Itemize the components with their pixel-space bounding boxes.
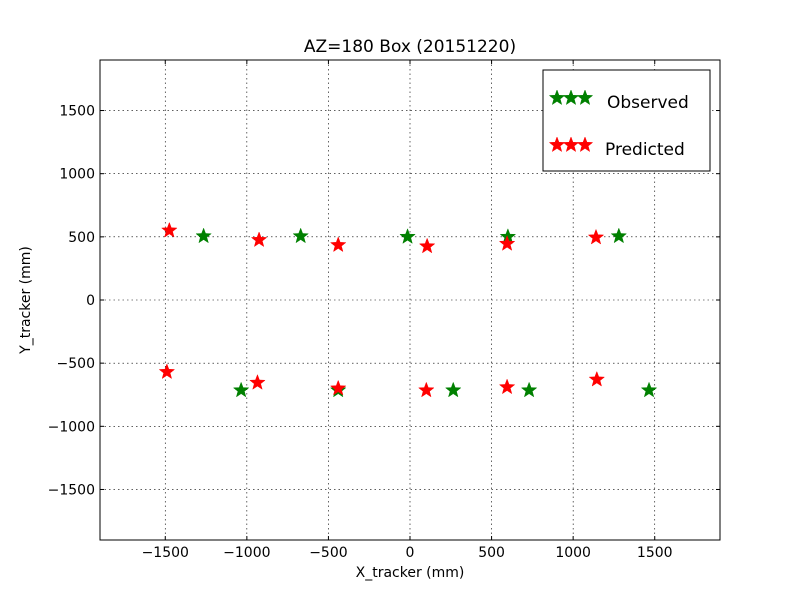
axis-ticks: −1500 −1000 −500 0 500 1000 1500 −1500 −1000 −500… — [48, 60, 720, 561]
legend-observed-marker — [576, 89, 594, 106]
y-axis-label: Y_tracker (mm) — [18, 246, 34, 355]
grid — [100, 60, 720, 540]
predicted-point — [498, 378, 516, 395]
x-tick-label: −500 — [309, 545, 347, 561]
predicted-point — [249, 374, 266, 390]
observed-point — [610, 227, 628, 244]
x-tick-label: 500 — [478, 545, 505, 561]
predicted-point — [498, 235, 516, 251]
x-tick-label: 1000 — [555, 545, 591, 561]
observed-point — [292, 227, 309, 244]
observed-point — [520, 381, 538, 398]
y-tick-label: 1000 — [59, 167, 95, 183]
legend-observed-marker — [548, 89, 566, 106]
x-tick-label: −1000 — [223, 545, 270, 561]
legend-predicted-marker — [576, 136, 594, 153]
predicted-point — [418, 237, 436, 254]
x-tick-label: 1500 — [637, 545, 673, 561]
data-points — [158, 221, 658, 398]
predicted-point — [588, 370, 606, 387]
predicted-point — [329, 236, 347, 253]
observed-point — [640, 381, 658, 398]
y-tick-label: −1000 — [48, 419, 95, 435]
legend-predicted-marker — [562, 136, 580, 153]
predicted-point — [250, 231, 268, 248]
x-tick-label: 0 — [406, 545, 415, 561]
y-tick-label: 0 — [86, 293, 95, 309]
y-tick-label: −500 — [57, 356, 95, 372]
observed-point — [232, 381, 250, 398]
y-tick-label: 500 — [68, 230, 95, 246]
x-axis-label: X_tracker (mm) — [356, 565, 465, 581]
observed-point — [195, 227, 212, 244]
predicted-point — [329, 379, 347, 396]
legend-predicted-marker — [548, 136, 566, 153]
predicted-point — [158, 363, 176, 380]
legend-label-observed: Observed — [607, 93, 689, 113]
chart-title: AZ=180 Box (20151220) — [304, 37, 516, 57]
legend-observed-marker — [562, 89, 580, 106]
legend-markers — [548, 89, 594, 153]
predicted-point — [418, 381, 435, 398]
legend-label-predicted: Predicted — [605, 140, 685, 160]
predicted-point — [161, 221, 178, 238]
y-tick-label: 1500 — [59, 104, 95, 120]
observed-point — [444, 381, 462, 398]
observed-point — [399, 228, 416, 244]
predicted-point — [587, 228, 605, 245]
plot-frame — [99, 59, 721, 541]
x-tick-label: −1500 — [142, 545, 189, 561]
legend-box — [542, 69, 711, 172]
legend: Observed Predicted — [542, 69, 711, 172]
y-tick-label: −1500 — [48, 482, 95, 498]
